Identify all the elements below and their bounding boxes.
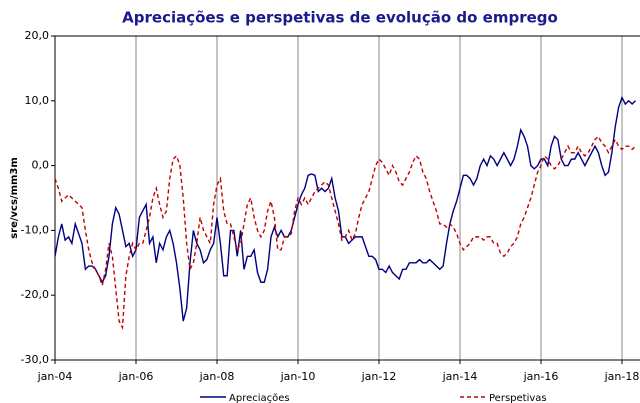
y-tick-label: -30,0 [21,353,49,366]
legend-label: Apreciações [229,393,290,403]
chart-title: Apreciações e perspetivas de evolução do… [122,9,558,27]
x-tick-label: jan-16 [523,370,559,383]
y-tick-label: -20,0 [21,288,49,301]
legend-label: Perspetivas [489,393,547,403]
y-tick-label: 0,0 [32,159,50,172]
series-line [54,135,636,331]
x-tick-label: jan-10 [280,370,316,383]
y-tick-label: 10,0 [25,94,50,107]
x-tick-label: jan-04 [37,370,73,383]
y-axis-label: sre/vcs/mm3m [9,157,20,239]
x-tick-label: jan-08 [199,370,235,383]
x-tick-label: jan-06 [118,370,154,383]
series-line [54,95,636,322]
x-tick-label: jan-14 [442,370,478,383]
y-tick-label: 20,0 [25,29,50,42]
x-tick-label: jan-12 [361,370,397,383]
y-tick-label: -10,0 [21,223,49,236]
x-tick-label: jan-18 [604,370,640,383]
